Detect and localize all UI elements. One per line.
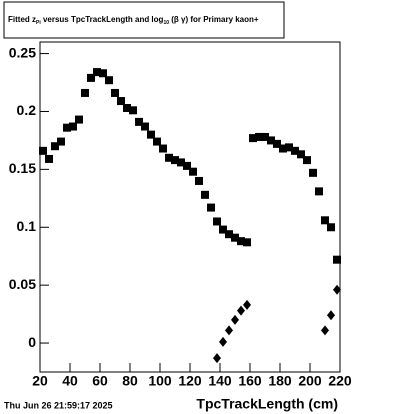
square-marker [315, 187, 323, 196]
title-part: Fitted z [8, 15, 36, 24]
chart-title: Fitted zPi versus TpcTrackLength and log… [8, 15, 259, 26]
square-marker [141, 122, 149, 131]
square-marker [327, 223, 335, 232]
square-marker [297, 150, 305, 159]
x-tick-label: 60 [92, 373, 108, 389]
square-marker [261, 132, 269, 141]
square-marker [123, 104, 131, 112]
diamond-marker [237, 305, 245, 316]
square-marker [75, 115, 83, 124]
diamond-marker [333, 284, 341, 295]
diamond-marker [231, 314, 239, 325]
square-marker [195, 176, 203, 185]
square-marker [321, 216, 329, 225]
x-tick-label: 160 [238, 373, 262, 389]
x-tick-label: 180 [268, 373, 292, 389]
square-marker [171, 156, 179, 165]
square-marker [303, 156, 311, 165]
square-marker [111, 88, 119, 97]
square-marker [87, 73, 95, 82]
x-tick-label: 100 [148, 373, 172, 389]
x-tick-label: 120 [178, 373, 202, 389]
square-marker [237, 237, 245, 246]
title-part: 10 [163, 20, 169, 26]
square-marker [279, 144, 287, 153]
y-tick-label: 0.05 [9, 276, 36, 292]
square-marker [135, 117, 143, 126]
y-tick-label: 0.15 [9, 160, 36, 176]
date-stamp: Thu Jun 26 21:59:17 2025 [4, 400, 113, 410]
square-marker [207, 203, 215, 212]
square-marker [249, 134, 257, 143]
square-marker [183, 161, 191, 170]
square-marker [39, 146, 47, 155]
title-part: versus TpcTrackLength and log [41, 15, 164, 24]
square-marker [57, 137, 65, 146]
y-tick-label: 0 [28, 334, 36, 350]
y-tick-label: 0.25 [9, 44, 36, 60]
square-marker [129, 106, 137, 115]
x-tick-label: 200 [298, 373, 322, 389]
square-marker [147, 130, 155, 139]
square-marker [213, 217, 221, 226]
square-marker [63, 123, 71, 132]
square-marker [189, 167, 197, 176]
square-marker [243, 238, 251, 247]
diamond-marker [327, 310, 335, 321]
x-tick-label: 80 [122, 373, 138, 389]
x-axis-label: TpcTrackLength (cm) [196, 396, 338, 412]
square-marker [159, 144, 167, 153]
square-marker [45, 154, 53, 163]
y-tick-label: 0.2 [17, 102, 37, 118]
square-marker [117, 97, 125, 106]
square-marker [177, 158, 185, 167]
x-tick-label: 140 [208, 373, 232, 389]
square-marker [333, 255, 341, 264]
square-marker [105, 76, 113, 85]
square-marker [273, 139, 281, 148]
title-part: (β γ) for Primary kaon+ [169, 15, 259, 24]
square-marker [165, 153, 173, 162]
x-tick-label: 20 [32, 373, 48, 389]
square-marker [267, 136, 275, 145]
diamond-marker [219, 336, 227, 347]
square-marker [81, 88, 89, 97]
square-marker [69, 122, 77, 131]
diamond-marker [213, 353, 221, 364]
square-marker [93, 68, 101, 77]
square-marker [51, 142, 59, 151]
title-part: Pi [36, 20, 41, 26]
square-marker [201, 190, 209, 199]
square-marker [285, 143, 293, 152]
diamond-marker [321, 325, 329, 336]
square-marker [255, 132, 263, 141]
square-marker [219, 225, 227, 234]
square-marker [291, 146, 299, 155]
square-marker [225, 230, 233, 239]
square-marker [99, 69, 107, 78]
x-tick-label: 40 [62, 373, 78, 389]
x-tick-label: 220 [328, 373, 352, 389]
title-box [3, 1, 285, 39]
square-marker [153, 137, 161, 146]
diamond-marker [225, 325, 233, 336]
square-marker [309, 168, 317, 177]
square-marker [231, 233, 239, 242]
y-tick-label: 0.1 [17, 218, 37, 234]
diamond-marker [243, 299, 251, 310]
